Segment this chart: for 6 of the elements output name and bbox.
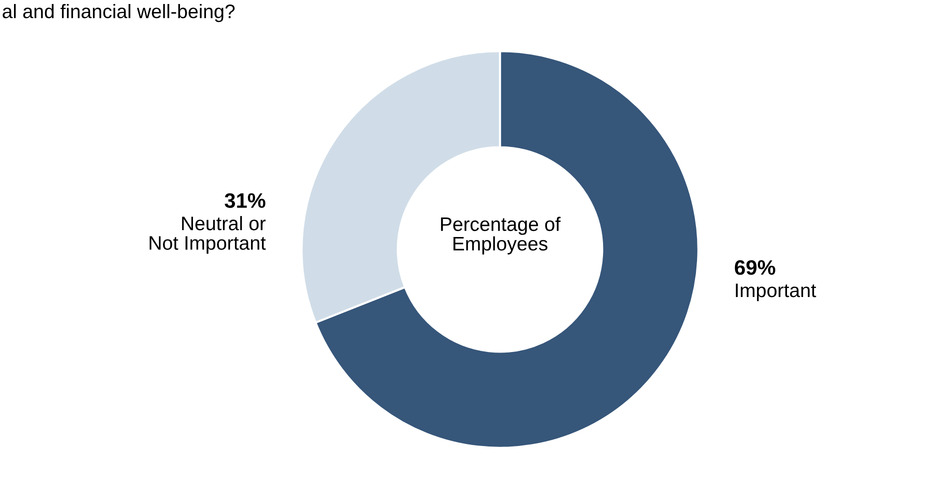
data-label: 31%	[224, 193, 266, 208]
chart-title: al and financial well-being?	[2, 4, 235, 22]
text: Percentage of Employees	[441, 216, 561, 254]
slice-label: Neutral or Not Important	[150, 216, 266, 254]
data-label: 69%	[734, 260, 776, 275]
slice-label: Important	[736, 284, 816, 302]
